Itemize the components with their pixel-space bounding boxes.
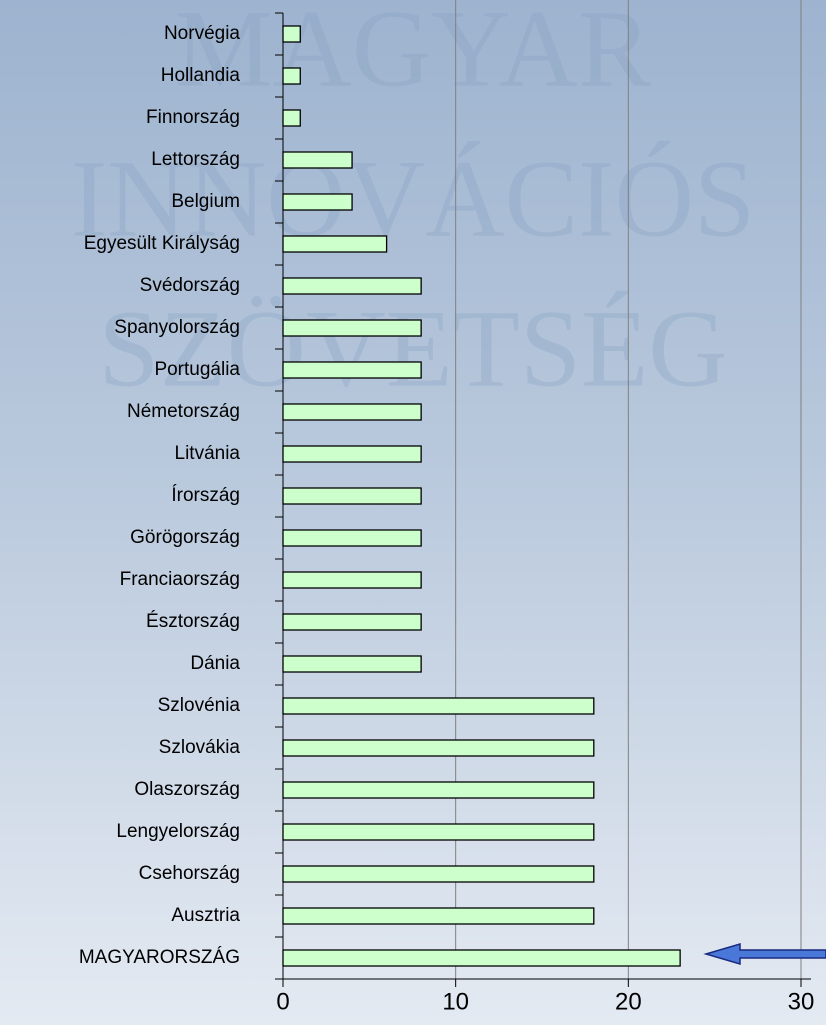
y-tick-label: Észtország xyxy=(146,611,240,632)
y-tick-label: Norvégia xyxy=(164,23,240,44)
y-tick-label: Lettország xyxy=(151,149,240,170)
bar xyxy=(282,403,422,421)
watermark-text: SZÖVETSÉG xyxy=(98,287,727,409)
y-tick-label: Olaszország xyxy=(134,779,240,800)
y-tick-label: Portugália xyxy=(154,359,240,380)
y-tick-label: Szlovénia xyxy=(158,695,241,716)
bar xyxy=(282,25,301,43)
bar xyxy=(282,949,681,967)
bar xyxy=(282,823,595,841)
y-tick-label: Írország xyxy=(171,485,240,506)
plot: 0 10 20 30 Norvégia Hollandia Finnország Lettor… xyxy=(79,0,815,1015)
watermark: MAGYAR INNOVÁCIÓS SZÖVETSÉG xyxy=(71,0,755,409)
bar xyxy=(282,781,595,799)
y-tick-label: Belgium xyxy=(171,191,240,212)
y-tick-label: Litvánia xyxy=(175,443,241,464)
bar xyxy=(282,361,422,379)
bar xyxy=(282,613,422,631)
bar xyxy=(282,697,595,715)
y-tick-label: Lengyelország xyxy=(116,821,240,842)
y-tick-label: Spanyolország xyxy=(114,317,240,338)
bar xyxy=(282,109,301,127)
y-tick-label: Ausztria xyxy=(171,905,240,926)
y-tick-label: Dánia xyxy=(190,653,240,674)
y-tick-label: Görögország xyxy=(130,527,240,548)
x-tick-label: 10 xyxy=(442,988,469,1015)
bar xyxy=(282,277,422,295)
bar xyxy=(282,67,301,85)
x-tick-label: 20 xyxy=(615,988,642,1015)
bar xyxy=(282,907,595,925)
bar xyxy=(282,445,422,463)
bar xyxy=(282,655,422,673)
watermark-text: MAGYAR xyxy=(175,0,652,109)
y-tick-label: Csehország xyxy=(139,863,240,884)
bar xyxy=(282,319,422,337)
bar xyxy=(282,487,422,505)
y-tick-label: MAGYARORSZÁG xyxy=(79,947,240,968)
bar xyxy=(282,739,595,757)
bar xyxy=(282,193,353,211)
y-tick-label: Svédország xyxy=(140,275,240,296)
y-tick-label: Franciaország xyxy=(120,569,240,590)
y-tick-label: Hollandia xyxy=(161,65,241,86)
arrow xyxy=(703,942,826,966)
bar xyxy=(282,571,422,589)
x-tick-label: 30 xyxy=(788,988,815,1015)
bar xyxy=(282,865,595,883)
watermark-text: INNOVÁCIÓS xyxy=(71,137,755,259)
bar xyxy=(282,529,422,547)
bar xyxy=(282,235,388,253)
x-tick-label: 0 xyxy=(276,988,289,1015)
y-tick-label: Egyesült Királyság xyxy=(84,233,240,254)
y-tick-label: Szlovákia xyxy=(159,737,241,758)
y-tick-label: Finnország xyxy=(146,107,240,128)
y-tick-label: Németország xyxy=(127,401,240,422)
bar xyxy=(282,151,353,169)
